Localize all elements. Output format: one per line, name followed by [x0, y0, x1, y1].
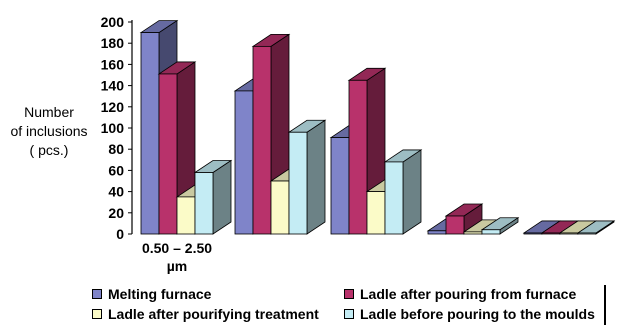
x-tick-label-unit: µm: [167, 258, 188, 274]
legend-item: Ladle after pourifying treatment: [92, 306, 319, 322]
legend-swatch: [344, 289, 354, 299]
bar-front-face: [541, 232, 561, 235]
bar-front-face: [463, 231, 483, 235]
legend: Melting furnace Ladle after pouring from …: [88, 285, 606, 325]
bar-front-face: [445, 215, 465, 235]
bar-front-face: [577, 232, 597, 235]
legend-label: Ladle after pouring from furnace: [360, 286, 577, 302]
x-tick-label: 0.50 – 2.50: [142, 240, 212, 256]
bar-front-face: [427, 230, 447, 235]
y-axis-label-line-1: Number: [24, 104, 74, 120]
bar-side-face: [402, 149, 422, 235]
y-tick-label: 100: [101, 120, 125, 136]
y-tick-label: 0: [116, 226, 124, 242]
bar-front-face: [366, 191, 386, 235]
bar-front-face: [158, 73, 178, 235]
bar-front-face: [559, 232, 579, 235]
bar-side-face: [212, 159, 232, 235]
bar-front-face: [481, 229, 501, 235]
bar-front-face: [176, 196, 196, 235]
bar-front-face: [270, 180, 290, 235]
bar-front-face: [348, 79, 368, 235]
y-tick-label: 40: [108, 184, 124, 200]
y-tick-label: 20: [108, 205, 124, 221]
bar-front-face: [384, 161, 404, 235]
y-axis-label-line-2: of inclusions: [10, 123, 88, 139]
bar: [193, 159, 233, 235]
legend-item: Melting furnace: [92, 286, 211, 302]
bar-front-face: [252, 45, 272, 235]
bar-front-face: [330, 137, 350, 235]
bar-side-face: [306, 119, 326, 235]
legend-label: Ladle after pourifying treatment: [108, 306, 319, 322]
y-axis-label: Number of inclusions ( pcs.): [0, 103, 98, 160]
legend-item: Ladle after pouring from furnace: [344, 286, 576, 302]
bar-front-face: [234, 90, 254, 235]
bar: [480, 217, 520, 235]
legend-item: Ladle before pouring to the moulds: [344, 306, 595, 322]
bar-front-face: [140, 32, 160, 235]
legend-label: Ladle before pouring to the moulds: [360, 306, 595, 322]
bar: [287, 119, 327, 235]
bar-front-face: [288, 131, 308, 235]
plot-area: 0 20 40 60 80 100 120 140 160 180 200 0.50 – 2.50 µm: [101, 14, 616, 274]
y-tick-label: 160: [101, 56, 125, 72]
y-tick-label: 80: [108, 141, 124, 157]
legend-label: Melting furnace: [108, 286, 212, 302]
legend-swatch: [344, 309, 354, 319]
y-tick-label: 60: [108, 162, 124, 178]
y-tick-label: 120: [101, 99, 125, 115]
legend-swatch: [92, 289, 102, 299]
bar-front-face: [523, 232, 543, 235]
legend-swatch: [92, 309, 102, 319]
bar-front-face: [194, 172, 214, 235]
y-tick-label: 140: [101, 78, 125, 94]
bar: [383, 149, 423, 235]
y-tick-label: 200: [101, 14, 125, 30]
bar: [444, 203, 484, 235]
y-axis-label-line-3: ( pcs.): [29, 142, 69, 158]
bar: [576, 220, 616, 235]
y-tick-label: 180: [101, 35, 125, 51]
